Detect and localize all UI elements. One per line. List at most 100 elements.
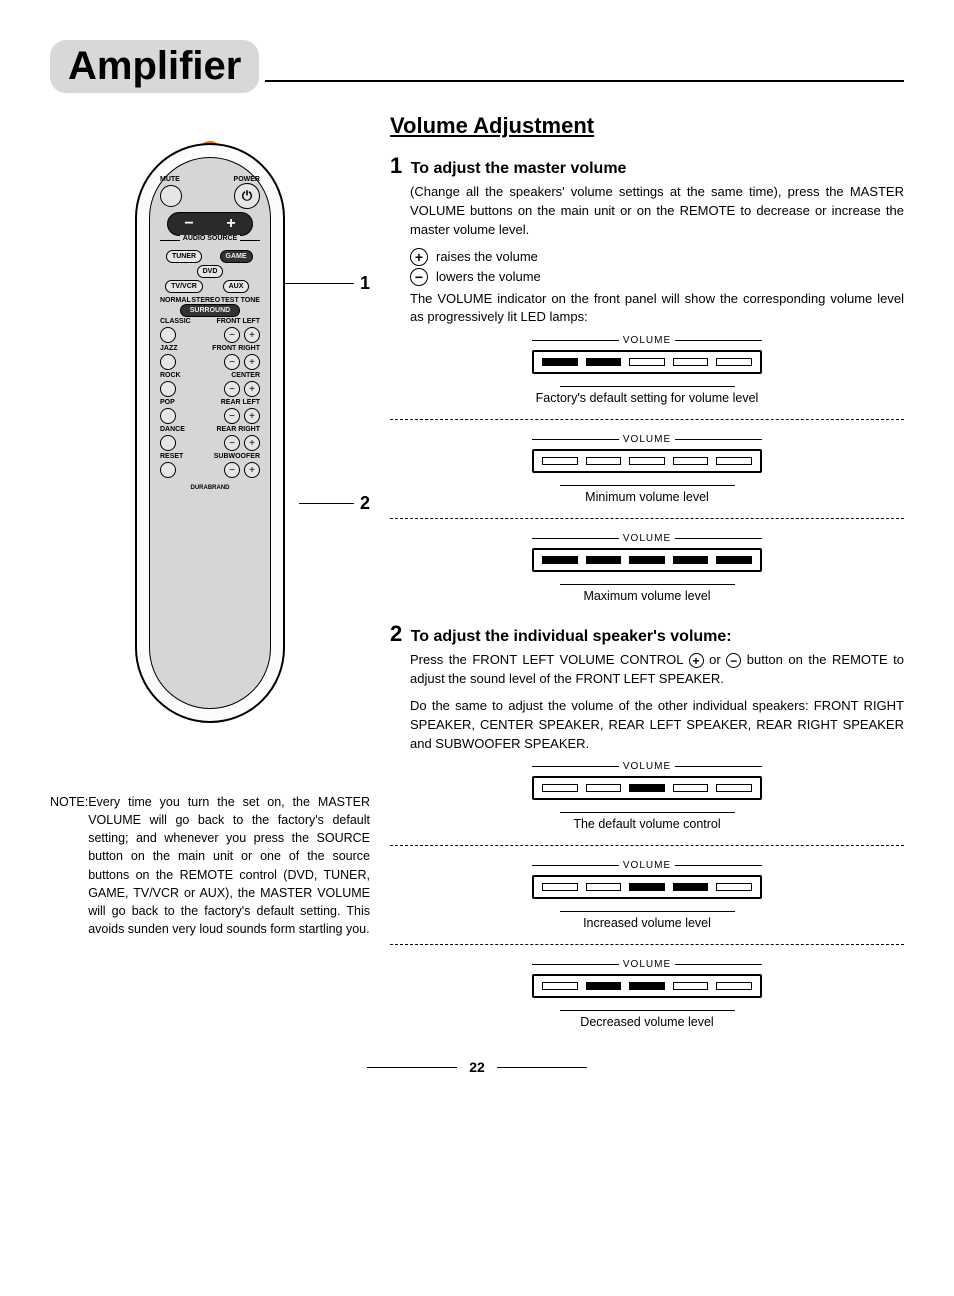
rearright-pm[interactable]: −+ (224, 435, 260, 451)
reset-label: RESET (160, 453, 183, 460)
volume-led-segment (542, 883, 578, 891)
volume-led-segment (673, 883, 709, 891)
panel-caption: Increased volume level (532, 916, 762, 930)
normal-label: NORMAL (160, 297, 191, 304)
step1-para2: The VOLUME indicator on the front panel … (410, 290, 904, 328)
power-button[interactable]: ⏻ (234, 183, 260, 209)
note-body: Every time you turn the set on, the MAST… (88, 793, 370, 938)
master-volume-rocker[interactable]: − + (167, 212, 253, 236)
frontright-pm[interactable]: −+ (224, 354, 260, 370)
subwoofer-pm[interactable]: −+ (224, 462, 260, 478)
testtone-label: TEST TONE (221, 297, 260, 304)
volume-led-segment (586, 358, 622, 366)
volume-led-segment (629, 358, 665, 366)
volume-indicator-panel: VOLUMEDecreased volume level (532, 959, 762, 1029)
rearleft-pm[interactable]: −+ (224, 408, 260, 424)
jazz-label: JAZZ (160, 345, 178, 352)
dashed-divider (390, 944, 904, 945)
step2-title: To adjust the individual speaker's volum… (411, 628, 732, 645)
mute-button[interactable] (160, 185, 182, 207)
volume-led-segment (673, 784, 709, 792)
volume-indicator-panel: VOLUMEIncreased volume level (532, 860, 762, 930)
subwoofer-label: SUBWOOFER (214, 453, 260, 460)
volume-led-segment (586, 457, 622, 465)
step2-number: 2 (390, 621, 402, 646)
tuner-button[interactable]: TUNER (166, 250, 202, 263)
aux-button[interactable]: AUX (223, 280, 250, 293)
volume-led-segment (542, 457, 578, 465)
step2-para2: Do the same to adjust the volume of the … (410, 697, 904, 754)
volume-led-segment (542, 982, 578, 990)
volume-led-segment (542, 358, 578, 366)
dance-label: DANCE (160, 426, 185, 433)
plus-icon: + (410, 248, 428, 266)
vol-down-icon: − (184, 215, 193, 233)
center-pm[interactable]: −+ (224, 381, 260, 397)
volume-led-segment (716, 883, 752, 891)
frontright-label: FRONT RIGHT (212, 345, 260, 352)
game-button[interactable]: GAME (220, 250, 253, 263)
audio-source-header: AUDIO SOURCE (160, 240, 260, 248)
volume-led-segment (716, 358, 752, 366)
surround-button[interactable]: SURROUND (180, 304, 240, 317)
remote-diagram: MUTE POWER ⏻ − + AUDIO SOURCE TUNER GA (50, 143, 370, 763)
title-rule (265, 80, 904, 82)
panel-caption: Maximum volume level (532, 589, 762, 603)
step2-para1: Press the FRONT LEFT VOLUME CONTROL + or… (410, 651, 904, 689)
volume-indicator-panel: VOLUMEMinimum volume level (532, 434, 762, 504)
pop-button[interactable] (160, 408, 176, 424)
volume-led-segment (542, 784, 578, 792)
brand-label: DURABRAND (191, 485, 230, 491)
section-heading: Volume Adjustment (390, 113, 904, 139)
volume-led-segment (716, 457, 752, 465)
volume-led-segment (629, 982, 665, 990)
callout-1: 1 (360, 273, 370, 294)
panel-caption: Factory's default setting for volume lev… (532, 391, 762, 405)
rock-label: ROCK (160, 372, 181, 379)
lowers-text: lowers the volume (436, 269, 541, 284)
minus-icon: − (410, 268, 428, 286)
pop-label: POP (160, 399, 175, 406)
classic-button[interactable] (160, 327, 176, 343)
tvvcr-button[interactable]: TV/VCR (165, 280, 203, 293)
frontleft-pm[interactable]: −+ (224, 327, 260, 343)
volume-led-segment (716, 784, 752, 792)
dashed-divider (390, 419, 904, 420)
jazz-button[interactable] (160, 354, 176, 370)
volume-led-segment (542, 556, 578, 564)
rearleft-label: REAR LEFT (221, 399, 260, 406)
dvd-button[interactable]: DVD (197, 265, 224, 278)
power-label: POWER (234, 176, 260, 183)
rearright-label: REAR RIGHT (216, 426, 260, 433)
volume-led-segment (673, 457, 709, 465)
mute-label: MUTE (160, 176, 180, 183)
step1-number: 1 (390, 153, 402, 178)
volume-led-segment (586, 883, 622, 891)
panel-caption: Decreased volume level (532, 1015, 762, 1029)
volume-led-segment (586, 556, 622, 564)
volume-indicator-panel: VOLUMEMaximum volume level (532, 533, 762, 603)
dance-button[interactable] (160, 435, 176, 451)
panel-caption: The default volume control (532, 817, 762, 831)
volume-led-segment (629, 883, 665, 891)
step1-title: To adjust the master volume (411, 160, 627, 177)
volume-led-segment (673, 358, 709, 366)
note-tag: NOTE: (50, 793, 88, 938)
volume-led-segment (629, 556, 665, 564)
page-number: 22 (50, 1059, 904, 1075)
panel-caption: Minimum volume level (532, 490, 762, 504)
center-label: CENTER (231, 372, 260, 379)
plus-inline-icon: + (689, 653, 704, 668)
stereo-label: STEREO (191, 297, 220, 304)
volume-led-segment (586, 982, 622, 990)
reset-button[interactable] (160, 462, 176, 478)
dashed-divider (390, 845, 904, 846)
rock-button[interactable] (160, 381, 176, 397)
raises-text: raises the volume (436, 249, 538, 264)
volume-led-segment (629, 457, 665, 465)
volume-led-segment (586, 784, 622, 792)
callout-2: 2 (360, 493, 370, 514)
volume-led-segment (716, 556, 752, 564)
vol-up-icon: + (226, 215, 235, 233)
note-block: NOTE: Every time you turn the set on, th… (50, 793, 370, 938)
